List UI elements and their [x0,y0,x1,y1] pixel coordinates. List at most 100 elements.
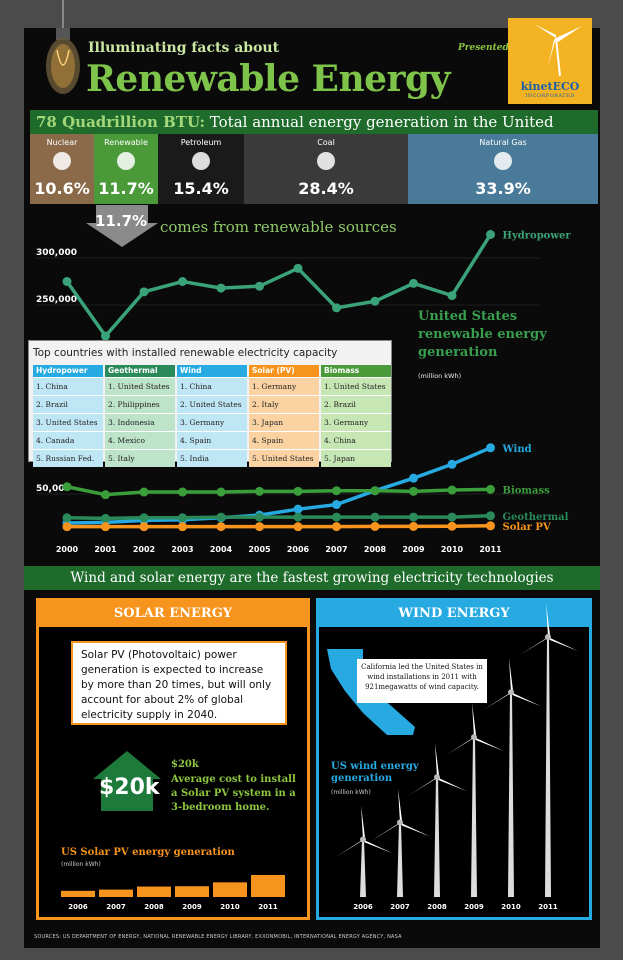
series-point [139,487,149,497]
wind-x-label: 2008 [427,903,447,911]
country-column-head: Hydropower [33,365,103,377]
series-point [101,522,110,532]
y-tick-label: 250,000 [36,295,77,305]
energy-tile-value: 10.6% [34,179,90,198]
country-column-head: Geothermal [105,365,175,377]
country-row: 3. Germany [321,413,391,431]
wind-chart-subtitle: (million kWh) [331,789,371,796]
wind-turbine [335,805,393,897]
series-point [178,277,187,286]
energy-tile-label: Natural Gas [479,138,527,147]
country-column-head: Biomass [321,365,391,377]
title-line1: Illuminating facts about [88,40,280,56]
solar-bar [99,889,133,897]
total-energy-banner: 78 Quadrillion BTU: Total annual energy … [30,110,598,155]
energy-tile-label: Nuclear [46,138,78,147]
series-point [447,459,457,469]
solar-x-label: 2006 [68,903,88,911]
country-column-biomass: Biomass 1. United States 2. Brazil 3. Germa… [321,365,391,467]
series-point [486,484,495,494]
country-row: 5. Japan [321,449,391,467]
logo-name: kinetECO [520,80,580,93]
country-row: 4. Canada [33,431,103,449]
x-tick-label: 2008 [364,545,387,554]
energy-tile-petroleum: Petroleum 15.4% [158,134,244,204]
solar-fact-box: Solar PV (Photovoltaic) power generation… [71,641,287,725]
series-point [178,513,187,523]
wind-turbine [483,658,541,897]
country-row: 4. Mexico [105,431,175,449]
y-tick-label: 50,000 [36,484,71,494]
series-point [293,504,303,514]
down-arrow-icon [86,205,158,247]
series-point [101,513,110,523]
country-row: 3. United States [33,413,103,431]
x-tick-label: 2005 [248,545,271,554]
country-row: 5. India [177,449,247,467]
wind-turbine [446,703,504,897]
series-point [255,512,264,522]
energy-tile-label: Coal [317,138,335,147]
series-point [216,512,226,522]
energy-tile-value: 15.4% [173,179,229,198]
country-row: 4. Spain [177,431,247,449]
wind-turbine-chart: 2006 2007 2008 2009 2010 2011 [335,603,578,911]
series-point [409,486,418,496]
solar-bar [251,875,285,897]
country-row: 1. China [33,377,103,395]
country-row: 3. Indonesia [105,413,175,431]
series-label: Geothermal [503,512,569,523]
country-row: 4. Spain [249,431,319,449]
country-row: 3. Germany [177,413,247,431]
series-point [255,522,264,532]
solar-bar [213,882,247,897]
series-point [139,287,149,297]
country-row: 5. Russian Fed. [33,449,103,467]
series-point [486,230,495,239]
renewable-share-text: comes from renewable sources [160,218,397,236]
series-point [62,482,72,492]
series-point [370,296,380,306]
series-point [101,490,110,500]
series-point [332,303,341,313]
energy-tile-value: 33.9% [475,179,531,198]
series-point [293,263,303,273]
country-row: 1. Germany [249,377,319,395]
series-point [255,281,264,291]
wind-x-label: 2007 [390,903,410,911]
wind-x-label: 2011 [538,903,558,911]
x-tick-label: 2000 [56,545,79,554]
california-fact: California led the United States in wind… [357,659,487,703]
cost-title: $20k [171,759,199,770]
x-tick-label: 2003 [171,545,193,554]
series-point [293,486,303,496]
wind-panel: WIND ENERGY California led the United St… [316,598,592,920]
series-point [447,485,457,495]
series-point [255,486,264,496]
energy-tile-value: 11.7% [98,179,154,198]
x-tick-label: 2007 [325,545,347,554]
series-point [409,521,418,531]
x-tick-label: 2006 [287,545,310,554]
series-point [447,512,457,522]
cost-text: Average cost to install a Solar PV syste… [171,774,296,813]
series-point [62,513,72,523]
kineteco-logo: kinetECO INCORPORATED [508,18,592,104]
series-point [332,512,341,522]
lightbulb-icon [46,0,80,94]
series-label: Wind [502,444,532,455]
y-tick-label: 300,000 [36,248,77,258]
series-point [293,522,303,532]
series-point [486,511,495,521]
title-line2: Renewable Energy [86,58,451,100]
logo-sub: INCORPORATED [525,93,575,99]
series-point [101,331,110,341]
solar-bar [61,890,95,897]
series-point [178,522,187,532]
house-icon [93,751,161,811]
house-price: $20k [99,775,160,800]
country-column-head: Wind [177,365,247,377]
solar-x-label: 2009 [182,903,202,911]
country-row: 2. Philippines [105,395,175,413]
